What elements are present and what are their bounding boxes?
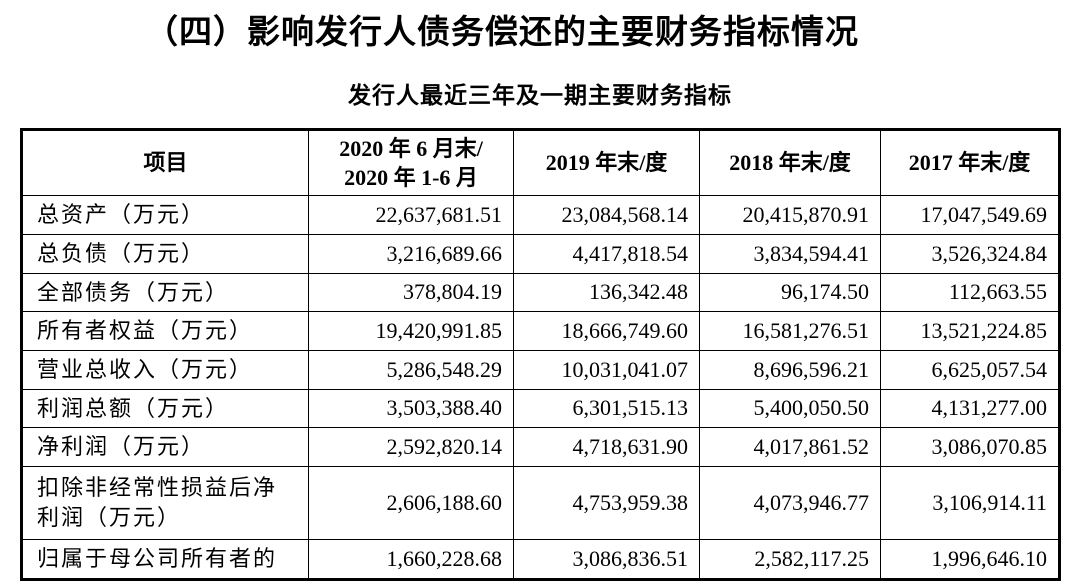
item-label: 总资产（万元）: [21, 195, 309, 235]
value-2017: 112,663.55: [880, 272, 1060, 313]
value-2019: 10,031,041.07: [513, 349, 700, 390]
value-2019: 23,084,568.14: [513, 195, 700, 235]
section-title: （四）影响发行人债务偿还的主要财务指标情况: [145, 15, 859, 51]
value-2018: 8,696,596.21: [699, 349, 881, 390]
value-2020: 1,660,228.68: [308, 539, 514, 580]
value-2017: 4,131,277.00: [880, 388, 1060, 429]
value-2018: 4,073,946.77: [699, 466, 881, 540]
item-label: 总负债（万元）: [21, 233, 309, 274]
value-2018: 96,174.50: [699, 272, 881, 313]
value-2018: 5,400,050.50: [699, 388, 881, 429]
value-2018: 16,581,276.51: [699, 311, 881, 351]
value-2020: 3,216,689.66: [308, 233, 514, 274]
column-header-2017: 2017 年末/度: [880, 129, 1060, 197]
item-label: 净利润（万元）: [21, 427, 309, 467]
table-row-total-debt: 全部债务（万元） 378,804.19 136,342.48 96,174.50…: [21, 272, 1060, 313]
item-label: 利润总额（万元）: [21, 388, 309, 429]
table-caption: 发行人最近三年及一期主要财务指标: [348, 82, 732, 108]
value-2018: 20,415,870.91: [699, 195, 881, 235]
table-row-total-liabilities: 总负债（万元） 3,216,689.66 4,417,818.54 3,834,…: [21, 233, 1060, 274]
value-2018: 3,834,594.41: [699, 233, 881, 274]
value-2020: 3,503,388.40: [308, 388, 514, 429]
column-header-2018: 2018 年末/度: [699, 129, 881, 197]
column-header-2020: 2020 年 6 月末/ 2020 年 1-6 月: [308, 129, 514, 197]
item-label: 扣除非经常性损益后净 利润（万元）: [21, 466, 309, 540]
value-2018: 2,582,117.25: [699, 539, 881, 580]
value-2020: 19,420,991.85: [308, 311, 514, 351]
value-2018: 4,017,861.52: [699, 427, 881, 467]
column-header-2019: 2019 年末/度: [513, 129, 700, 197]
value-2020: 5,286,548.29: [308, 349, 514, 390]
value-2017: 17,047,549.69: [880, 195, 1060, 235]
value-2019: 18,666,749.60: [513, 311, 700, 351]
table-row-owners-equity: 所有者权益（万元） 19,420,991.85 18,666,749.60 16…: [21, 311, 1060, 351]
column-header-item: 项目: [21, 129, 309, 197]
value-2020: 22,637,681.51: [308, 195, 514, 235]
table-row-net-profit: 净利润（万元） 2,592,820.14 4,718,631.90 4,017,…: [21, 427, 1060, 467]
value-2019: 4,718,631.90: [513, 427, 700, 467]
financial-indicators-table: 项目 2020 年 6 月末/ 2020 年 1-6 月 2019 年末/度 2…: [20, 128, 1061, 581]
value-2017: 3,106,914.11: [880, 466, 1060, 540]
value-2019: 4,753,959.38: [513, 466, 700, 540]
value-2017: 6,625,057.54: [880, 349, 1060, 390]
value-2017: 3,526,324.84: [880, 233, 1060, 274]
table-row-attributable-to-parent: 归属于母公司所有者的 1,660,228.68 3,086,836.51 2,5…: [21, 539, 1060, 580]
table-row-total-assets: 总资产（万元） 22,637,681.51 23,084,568.14 20,4…: [21, 195, 1060, 235]
value-2017: 3,086,070.85: [880, 427, 1060, 467]
table-row-total-profit: 利润总额（万元） 3,503,388.40 6,301,515.13 5,400…: [21, 388, 1060, 429]
value-2017: 13,521,224.85: [880, 311, 1060, 351]
header-row: 项目 2020 年 6 月末/ 2020 年 1-6 月 2019 年末/度 2…: [21, 129, 1060, 197]
table-row-total-revenue: 营业总收入（万元） 5,286,548.29 10,031,041.07 8,6…: [21, 349, 1060, 390]
value-2017: 1,996,646.10: [880, 539, 1060, 580]
value-2020: 2,606,188.60: [308, 466, 514, 540]
table-row-net-profit-excl-nonrecurring: 扣除非经常性损益后净 利润（万元） 2,606,188.60 4,753,959…: [21, 466, 1060, 540]
value-2019: 3,086,836.51: [513, 539, 700, 580]
item-label: 全部债务（万元）: [21, 272, 309, 313]
item-label: 营业总收入（万元）: [21, 349, 309, 390]
value-2019: 136,342.48: [513, 272, 700, 313]
value-2019: 4,417,818.54: [513, 233, 700, 274]
value-2020: 378,804.19: [308, 272, 514, 313]
item-label: 所有者权益（万元）: [21, 311, 309, 351]
item-label: 归属于母公司所有者的: [21, 539, 309, 580]
value-2020: 2,592,820.14: [308, 427, 514, 467]
value-2019: 6,301,515.13: [513, 388, 700, 429]
